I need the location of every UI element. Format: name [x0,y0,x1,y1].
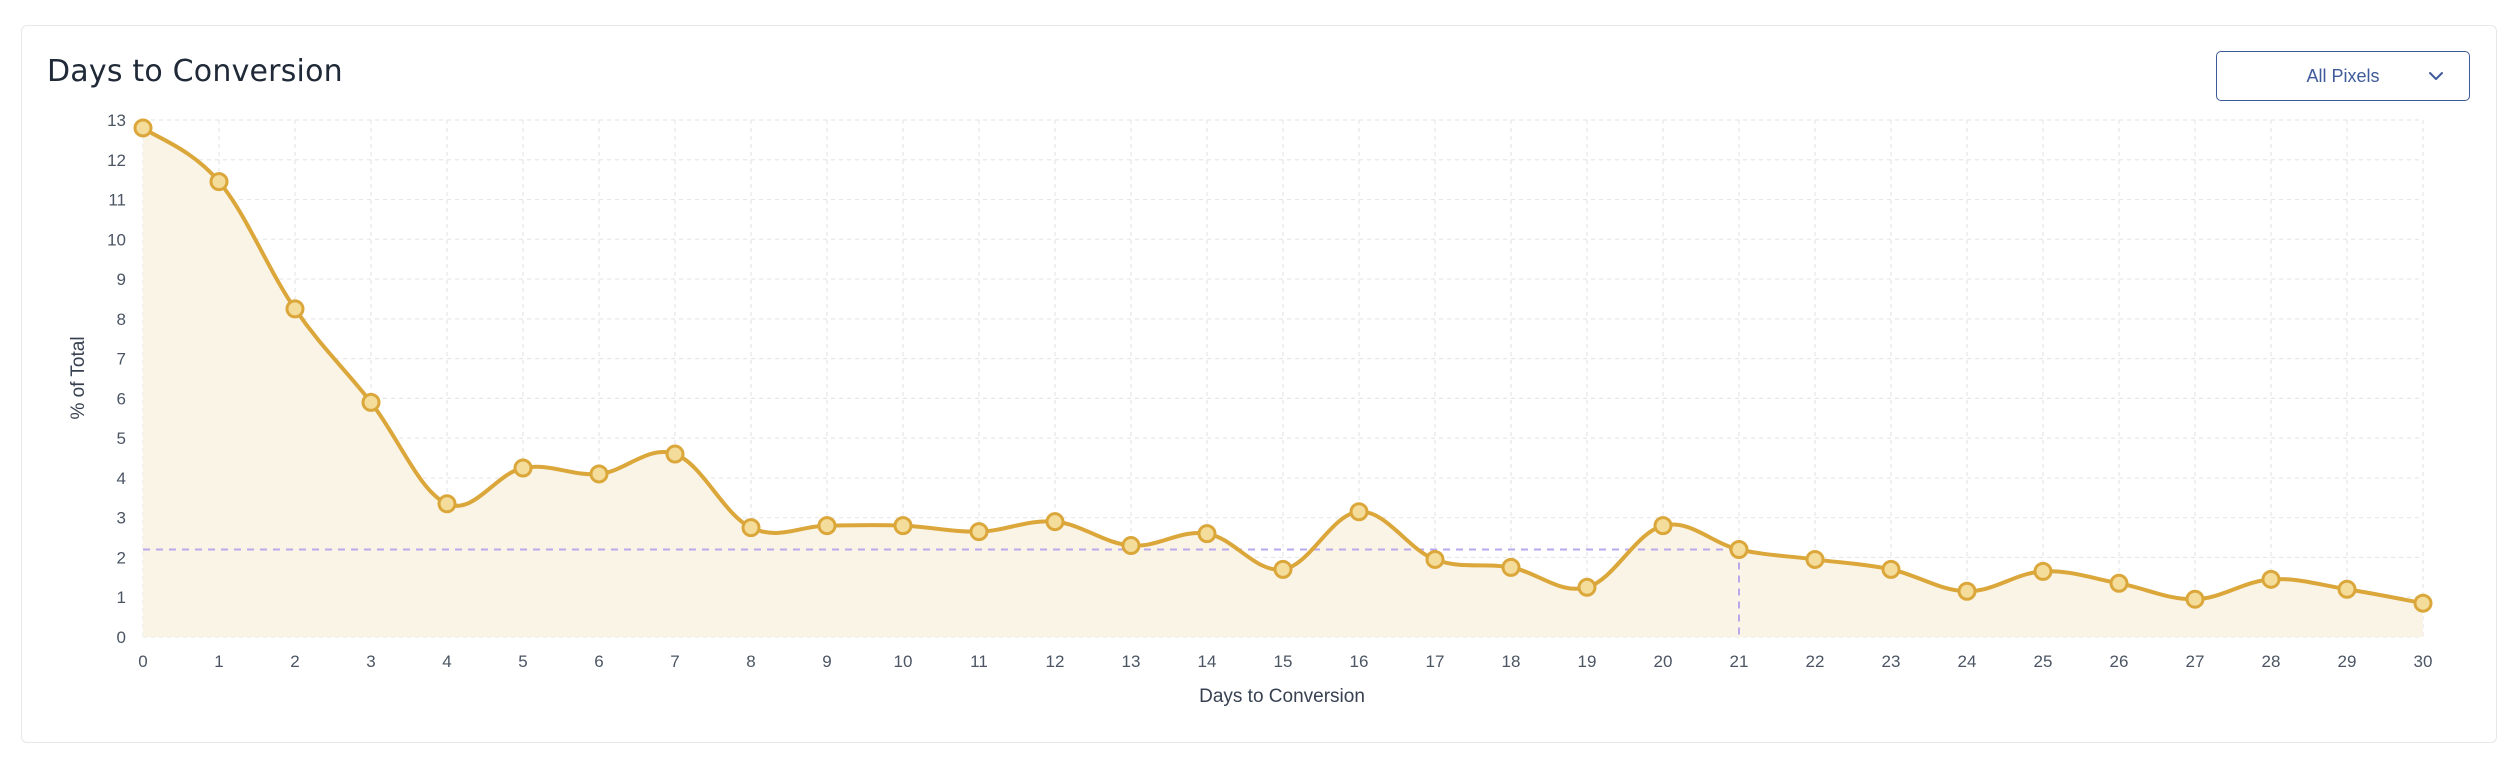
y-tick-label: 9 [117,270,126,289]
x-tick-label: 10 [894,652,913,671]
x-tick-label: 16 [1350,652,1369,671]
x-tick-label: 0 [138,652,147,671]
y-tick-label: 8 [117,310,126,329]
x-tick-label: 21 [1730,652,1749,671]
x-tick-label: 22 [1806,652,1825,671]
x-tick-label: 3 [366,652,375,671]
chevron-down-icon [2429,72,2443,80]
data-point [969,522,989,542]
x-tick-label: 27 [2186,652,2205,671]
x-tick-label: 12 [1046,652,1065,671]
x-axis-ticks: 0 1 2 3 4 5 6 7 8 9 10 11 12 13 14 15 16 17 18 19 20 21 22 23 24… [138,652,2432,671]
x-tick-label: 24 [1958,652,1977,671]
x-tick-label: 29 [2338,652,2357,671]
reference-lines [143,548,1740,637]
data-point [665,444,685,464]
data-point [589,464,609,484]
data-point [209,172,229,192]
pixel-filter-dropdown[interactable]: All Pixels [2216,51,2470,101]
x-tick-label: 20 [1654,652,1673,671]
x-tick-label: 15 [1274,652,1293,671]
x-tick-label: 2 [290,652,299,671]
data-point [133,118,153,138]
y-tick-label: 13 [107,111,126,130]
x-tick-label: 7 [670,652,679,671]
x-tick-label: 9 [822,652,831,671]
data-point [1349,502,1369,522]
y-tick-label: 7 [117,350,126,369]
x-tick-label: 25 [2034,652,2053,671]
data-point [513,458,533,478]
data-point [1197,524,1217,544]
data-point [1425,549,1445,569]
y-tick-label: 0 [117,628,126,647]
y-tick-label: 1 [117,588,126,607]
data-point [2413,593,2433,613]
data-point [2109,573,2129,593]
chart-title: Days to Conversion [47,54,343,89]
data-point [361,392,381,412]
data-point [1045,512,1065,532]
x-tick-label: 28 [2262,652,2281,671]
series-line [141,126,2424,606]
x-tick-label: 18 [1502,652,1521,671]
y-tick-label: 5 [117,429,126,448]
x-tick-label: 5 [518,652,527,671]
data-point [1577,577,1597,597]
x-tick-label: 13 [1122,652,1141,671]
x-tick-label: 8 [746,652,755,671]
data-point [2337,579,2357,599]
y-tick-label: 12 [107,151,126,170]
data-point [1729,540,1749,560]
data-point [2033,561,2053,581]
data-point [817,516,837,536]
data-point [1805,549,1825,569]
y-tick-label: 11 [108,191,126,210]
data-point [741,518,761,538]
data-point [2261,569,2281,589]
x-tick-label: 1 [214,652,223,671]
data-point [893,516,913,536]
data-point [1273,559,1293,579]
dropdown-label: All Pixels [2306,65,2380,86]
data-point [285,299,305,319]
x-tick-label: 23 [1882,652,1901,671]
x-tick-label: 26 [2110,652,2129,671]
x-tick-label: 6 [594,652,603,671]
data-point [1957,581,1977,601]
y-axis-label: % of Total [68,336,89,419]
data-point [1881,559,1901,579]
x-tick-label: 4 [442,652,451,671]
data-point [1501,557,1521,577]
data-point [2185,589,2205,609]
data-points [133,118,2433,613]
y-tick-label: 2 [117,548,126,567]
x-tick-label: 11 [970,652,988,671]
x-tick-label: 19 [1578,652,1597,671]
x-axis-label: Days to Conversion [1199,686,1365,707]
y-tick-label: 10 [107,230,126,249]
y-tick-label: 3 [117,509,126,528]
data-point [437,494,457,514]
x-tick-label: 14 [1198,652,1217,671]
x-tick-label: 30 [2414,652,2433,671]
data-point [1653,516,1673,536]
y-tick-label: 4 [117,469,126,488]
data-point [1121,536,1141,556]
x-tick-label: 17 [1426,652,1445,671]
y-tick-label: 6 [117,389,126,408]
area-fill [143,127,2423,637]
